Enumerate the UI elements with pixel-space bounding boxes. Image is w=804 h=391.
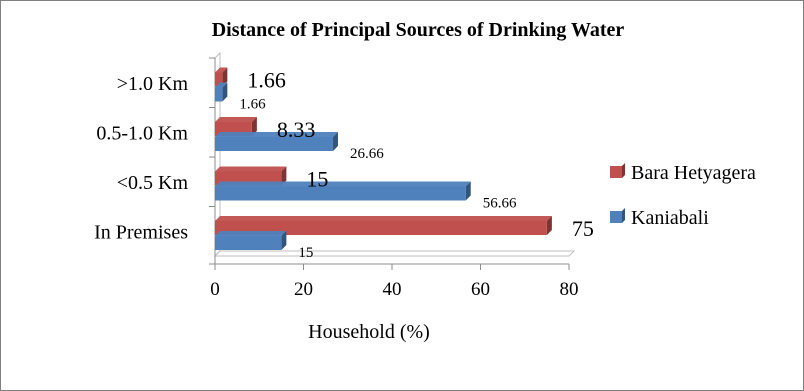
plot-floor <box>213 250 576 257</box>
category-label: 0.5-1.0 Km <box>96 122 188 144</box>
legend-label: Kaniabali <box>631 207 709 229</box>
data-label-bara-hetyagera: 15 <box>306 167 328 192</box>
x-tick-label: 0 <box>210 279 220 300</box>
legend-swatch <box>610 166 622 178</box>
bar-kaniabali <box>215 181 471 201</box>
bar-bara-hetyagera <box>215 67 228 87</box>
bars-layer <box>215 67 552 250</box>
labels-layer: 75 15 15 56.66 8.33 26.66 1.66 1.66 <box>239 68 594 262</box>
legend-item: Kaniabali <box>610 207 709 229</box>
category-label: >1.0 Km <box>117 73 189 95</box>
data-label-kaniabali: 15 <box>298 245 313 261</box>
bar-kaniabali <box>215 132 338 151</box>
legend-swatch <box>610 211 622 223</box>
data-label-bara-hetyagera: 1.66 <box>247 68 286 93</box>
legend-item: Bara Hetyagera <box>610 162 756 184</box>
data-label-bara-hetyagera: 8.33 <box>277 117 316 142</box>
x-tick-label: 40 <box>383 279 402 300</box>
bar-bara-hetyagera <box>215 216 552 235</box>
bar-kaniabali <box>215 231 287 250</box>
category-label: <0.5 Km <box>117 172 189 194</box>
data-label-kaniabali: 1.66 <box>239 97 266 113</box>
x-axis-title: Household (%) <box>308 321 430 343</box>
data-label-bara-hetyagera: 75 <box>572 216 594 241</box>
data-label-kaniabali: 26.66 <box>350 146 384 162</box>
category-label: In Premises <box>94 221 188 243</box>
data-label-kaniabali: 56.66 <box>483 196 517 212</box>
x-tick-label: 60 <box>471 279 490 300</box>
legend: Bara Hetyagera Kaniabali <box>610 162 756 229</box>
legend-label: Bara Hetyagera <box>631 162 756 184</box>
chart-title: Distance of Principal Sources of Drinkin… <box>212 19 625 41</box>
x-tick-label: 20 <box>294 279 313 300</box>
axis-layer: 0 20 40 60 80 In Premises <0.5 Km 0.5-1.0 Km >1.… <box>94 51 579 300</box>
x-tick-label: 80 <box>560 279 579 300</box>
bar-kaniabali <box>215 82 228 102</box>
